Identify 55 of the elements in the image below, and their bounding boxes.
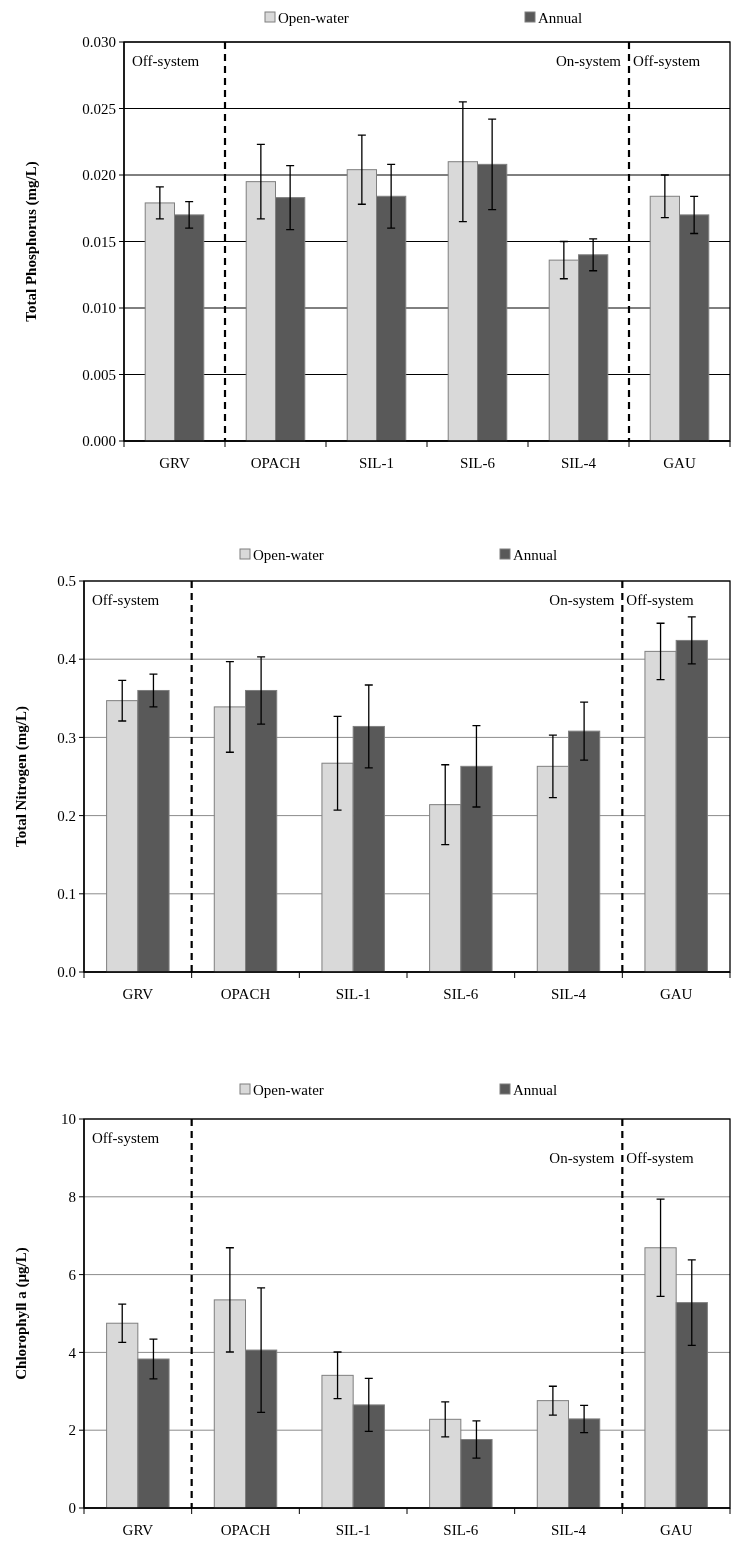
y-tick-label: 4 <box>68 1344 77 1361</box>
x-tick-label: GRV <box>122 986 154 1002</box>
x-tick-label: OPACH <box>220 1522 271 1538</box>
x-tick-label: SIL-4 <box>561 455 597 471</box>
x-tick-label: SIL-1 <box>335 986 371 1002</box>
y-axis-title: Chlorophyll a (µg/L) <box>13 1247 30 1380</box>
y-tick-label: 2 <box>68 1422 76 1439</box>
x-tick-label: SIL-4 <box>551 986 587 1002</box>
legend-label: Annual <box>513 547 558 564</box>
y-tick-label: 0.5 <box>57 573 76 590</box>
y-tick-label: 0.010 <box>82 300 116 317</box>
x-tick-label: GRV <box>159 455 190 471</box>
annotation: Off-system <box>92 1130 160 1146</box>
y-tick-label: 0.3 <box>57 729 76 746</box>
x-tick-label: OPACH <box>250 455 301 471</box>
y-axis-title: Total Nitrogen (mg/L) <box>13 706 30 847</box>
y-tick-label: 0.005 <box>82 366 116 383</box>
legend-label: Annual <box>513 1082 558 1099</box>
y-tick-label: 0.015 <box>82 233 116 250</box>
x-tick-label: SIL-6 <box>443 1522 479 1538</box>
y-tick-label: 0.0 <box>57 964 76 981</box>
x-tick-label: SIL-1 <box>359 455 394 471</box>
x-tick-label: GAU <box>659 986 693 1002</box>
legend-label: Open-water <box>253 547 324 564</box>
legend-label: Open-water <box>278 10 349 27</box>
y-tick-label: 0.1 <box>57 886 76 903</box>
annotation: Off-system <box>633 53 701 69</box>
y-tick-label: 10 <box>61 1111 76 1128</box>
annotation: On-system <box>549 1150 615 1166</box>
legend-label: Open-water <box>253 1082 324 1099</box>
y-tick-label: 0.025 <box>82 100 116 117</box>
x-tick-label: OPACH <box>220 986 271 1002</box>
annotation: On-system <box>549 592 615 608</box>
legend-label: Annual <box>538 10 583 27</box>
y-tick-label: 6 <box>68 1266 77 1283</box>
y-tick-label: 0.000 <box>82 433 116 450</box>
annotation: On-system <box>556 53 622 69</box>
x-tick-label: GRV <box>122 1522 154 1538</box>
x-tick-label: SIL-6 <box>443 986 479 1002</box>
x-tick-label: GAU <box>663 455 696 471</box>
x-tick-label: SIL-6 <box>460 455 496 471</box>
x-tick-label: SIL-4 <box>551 1522 587 1538</box>
annotation: Off-system <box>132 53 200 69</box>
y-tick-label: 0 <box>68 1500 76 1517</box>
annotation: Off-system <box>626 1150 694 1166</box>
y-tick-label: 8 <box>68 1189 76 1206</box>
y-tick-label: 0.2 <box>57 807 76 824</box>
y-tick-label: 0.020 <box>82 167 116 184</box>
x-tick-label: GAU <box>659 1522 693 1538</box>
y-axis-title: Total Phosphorus (mg/L) <box>23 161 40 322</box>
annotation: Off-system <box>626 592 694 608</box>
x-tick-label: SIL-1 <box>335 1522 371 1538</box>
annotation: Off-system <box>92 592 160 608</box>
y-tick-label: 0.4 <box>57 651 77 668</box>
y-tick-label: 0.030 <box>82 34 116 51</box>
